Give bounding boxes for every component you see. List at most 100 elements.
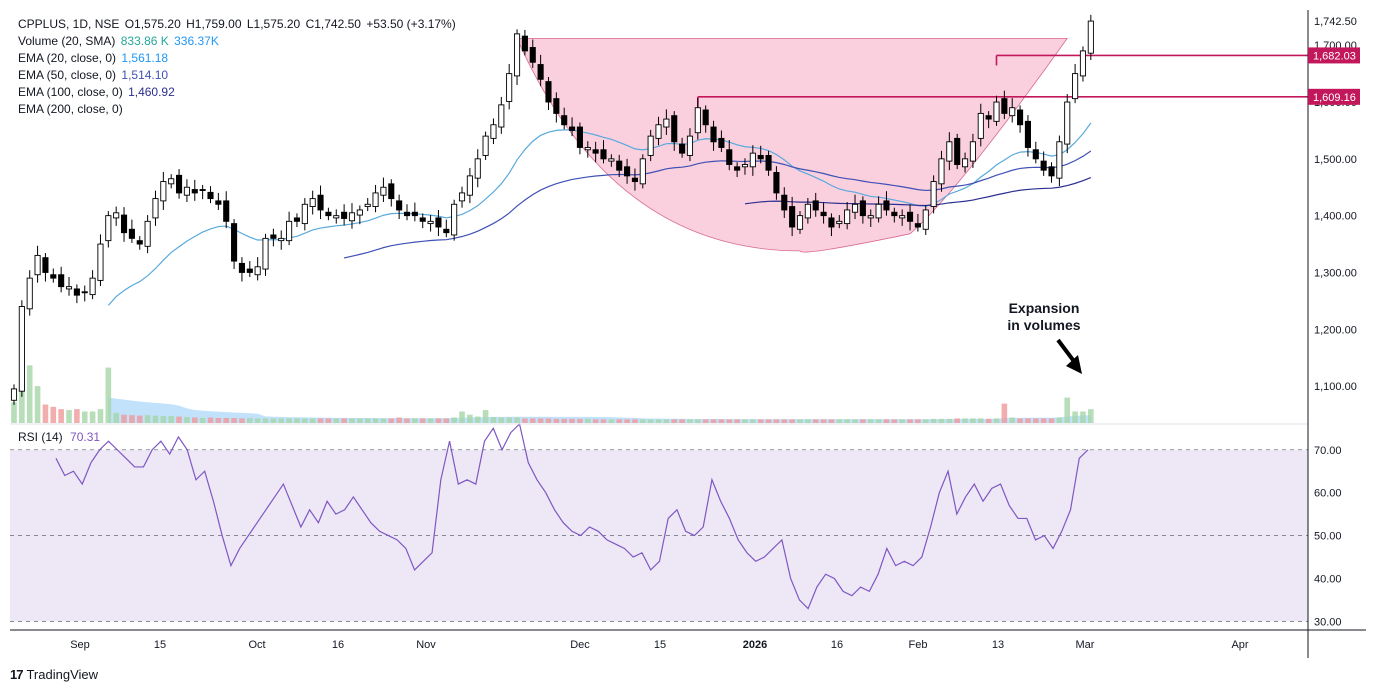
rsi-tick-label: 40.00	[1314, 574, 1342, 586]
volume-bar	[954, 418, 960, 423]
candle-down	[1024, 120, 1031, 148]
candle-down	[1032, 149, 1039, 160]
candle-up	[647, 135, 654, 156]
candle-down	[403, 211, 411, 217]
volume-bar	[152, 415, 159, 423]
legend-ema50-row[interactable]: EMA (50, close, 0) 1,514.10	[18, 67, 456, 84]
volume-bar	[852, 419, 858, 423]
volume-bar	[1064, 397, 1071, 423]
candle-down	[624, 166, 631, 177]
candle-down	[529, 47, 536, 63]
candle-up	[938, 158, 945, 185]
volume-bar	[922, 419, 929, 423]
candle-up	[741, 164, 749, 168]
legend-ema100-label: EMA (100, close, 0)	[18, 85, 123, 99]
legend-ema200-row[interactable]: EMA (200, close, 0)	[18, 101, 456, 118]
legend-volume-label: Volume (20, SMA)	[18, 34, 116, 48]
volume-bar	[168, 416, 174, 423]
volume-bar	[781, 419, 788, 423]
candle-up	[513, 33, 521, 77]
volume-bar	[50, 406, 57, 423]
rsi-legend[interactable]: RSI (14) 70.31	[18, 430, 100, 444]
volume-bar	[695, 419, 701, 423]
candle-up	[1064, 101, 1071, 145]
candle-down	[576, 126, 583, 148]
candle-down	[58, 274, 65, 288]
candle-up	[372, 192, 379, 208]
volume-bar	[930, 418, 937, 423]
candle-up	[584, 147, 591, 151]
volume-bar	[742, 419, 748, 423]
volume-bar	[671, 419, 678, 423]
volume-bar	[773, 419, 780, 423]
volume-bar	[419, 418, 426, 423]
volume-bar	[561, 418, 567, 423]
time-tick-label: 13	[992, 639, 1004, 651]
legend-ema100-row[interactable]: EMA (100, close, 0) 1,460.92	[18, 84, 456, 101]
volume-bar	[647, 419, 654, 423]
time-tick-label: 16	[332, 639, 344, 651]
volume-annotation: Expansion in volumes	[1000, 300, 1088, 334]
time-tick-label: Sep	[70, 639, 90, 651]
candle-down	[81, 291, 88, 294]
candle-down	[238, 262, 245, 273]
candle-up	[804, 203, 811, 219]
tradingview-logo-icon: 17	[10, 667, 24, 682]
candle-down	[679, 143, 686, 154]
candle-up	[867, 215, 874, 219]
candle-down	[207, 191, 214, 200]
volume-bar	[435, 418, 442, 423]
tradingview-brand[interactable]: 17 TradingView	[10, 667, 98, 682]
volume-bar	[970, 418, 976, 423]
candle-up	[18, 306, 25, 392]
volume-bar	[427, 418, 434, 423]
volume-bar	[58, 409, 64, 423]
candle-down	[859, 200, 866, 217]
annotation-arrow	[1056, 338, 1082, 374]
volume-bar	[309, 418, 316, 423]
volume-bar	[184, 417, 190, 423]
candle-down	[883, 200, 890, 211]
volume-bar	[1040, 418, 1047, 423]
candle-up	[851, 203, 859, 213]
annotation-line-1: Expansion	[1008, 300, 1080, 316]
rsi-line	[55, 422, 1089, 610]
volume-bar	[176, 416, 182, 423]
candle-down	[616, 160, 623, 171]
volume-bar	[136, 415, 143, 423]
volume-bar	[726, 419, 733, 423]
legend-open: O1,575.20	[124, 17, 181, 31]
volume-bar	[121, 414, 127, 423]
candle-down	[128, 228, 135, 239]
legend-symbol[interactable]: CPPLUS, 1D, NSE	[18, 17, 120, 31]
volume-bar	[702, 419, 709, 423]
legend-volume-row[interactable]: Volume (20, SMA) 833.86 K 336.37K	[18, 33, 456, 50]
candle-down	[325, 211, 332, 217]
candle-down	[906, 211, 914, 222]
candle-down	[781, 194, 788, 211]
volume-bar	[592, 419, 599, 423]
candle-up	[278, 237, 285, 242]
candle-up	[10, 388, 18, 401]
candle-up	[309, 198, 316, 208]
candle-down	[317, 194, 324, 211]
volume-bar	[199, 417, 206, 423]
volume-bar	[404, 418, 410, 423]
candle-up	[364, 203, 371, 208]
volume-bar	[278, 418, 285, 423]
price-last-label: 1,742.50	[1314, 16, 1357, 28]
price-tag-label: 1,609.16	[1313, 92, 1356, 104]
volume-bar	[443, 418, 450, 423]
legend-ema20-row[interactable]: EMA (20, close, 0) 1,561.18	[18, 50, 456, 67]
candle-up	[506, 73, 513, 102]
candle-up	[969, 141, 976, 162]
volume-bar	[215, 417, 222, 423]
volume-bar	[317, 418, 324, 423]
candle-up	[922, 209, 929, 230]
volume-bar	[805, 419, 811, 423]
price-tick-label: 1,400.00	[1314, 211, 1357, 223]
ema-100-line	[744, 177, 1092, 207]
price-tag: 1,682.03	[1308, 47, 1360, 64]
volume-bar	[608, 419, 615, 423]
legend-close: C1,742.50	[305, 17, 361, 31]
